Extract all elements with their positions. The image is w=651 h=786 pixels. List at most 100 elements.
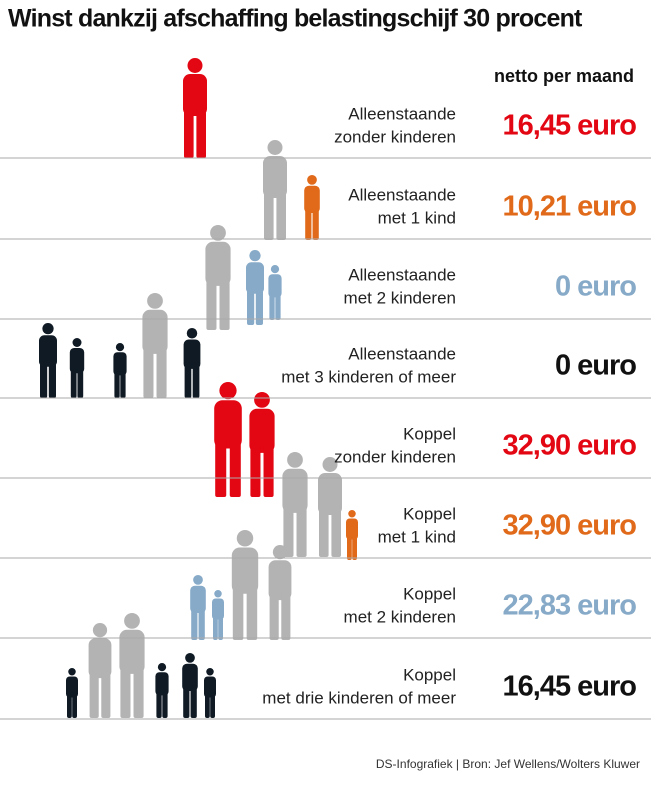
leg (114, 370, 120, 398)
row-label: met 2 kinderen (344, 288, 456, 307)
torso (39, 335, 57, 367)
head (187, 58, 203, 73)
leg (347, 535, 352, 560)
row-label: Koppel (403, 665, 456, 684)
leg (281, 592, 291, 640)
leg (143, 345, 154, 398)
row-label: met 2 kinderen (344, 607, 456, 626)
leg (120, 370, 126, 398)
head (270, 265, 280, 274)
row-label: Alleenstaande (348, 344, 456, 363)
person (142, 293, 168, 398)
person (268, 545, 292, 640)
amount: 22,83 euro (503, 590, 637, 622)
person (268, 265, 282, 320)
leg (184, 363, 192, 398)
leg (210, 693, 215, 718)
leg (184, 108, 194, 158)
torso (69, 348, 85, 374)
leg (48, 360, 56, 398)
leg (264, 190, 274, 240)
head (214, 590, 222, 598)
leg (67, 693, 72, 718)
head (267, 140, 283, 155)
torso (183, 74, 207, 116)
leg (250, 444, 261, 497)
person (212, 590, 224, 640)
torso (282, 468, 308, 513)
leg (215, 439, 227, 497)
amount: 16,45 euro (503, 671, 637, 703)
row-label: Alleenstaande (348, 265, 456, 284)
head (348, 510, 356, 518)
leg (72, 693, 77, 718)
head (92, 623, 108, 638)
leg (319, 507, 329, 557)
leg (120, 665, 131, 718)
leg (218, 615, 223, 640)
head (254, 392, 270, 408)
leg (101, 670, 111, 718)
head (236, 530, 254, 547)
leg (229, 439, 241, 497)
head (42, 323, 54, 335)
head (210, 225, 226, 241)
leg (190, 685, 197, 718)
leg (246, 585, 258, 640)
torso (88, 638, 112, 679)
person (318, 457, 342, 557)
leg (133, 665, 144, 718)
person (39, 323, 57, 398)
head (272, 545, 288, 560)
leg (205, 693, 210, 718)
row-label: zonder kinderen (334, 447, 456, 466)
leg (89, 670, 99, 718)
person (204, 668, 216, 718)
person (182, 653, 198, 718)
leg (263, 444, 274, 497)
leg (275, 292, 281, 320)
person (304, 175, 320, 240)
torso (231, 547, 259, 594)
rows: Alleenstaande zonder kinderen 16,45 euro Al… (0, 104, 651, 720)
person (205, 225, 231, 330)
torso (246, 262, 264, 294)
head (185, 653, 195, 663)
row-label: Alleenstaande (348, 185, 456, 204)
head (186, 328, 198, 339)
leg (352, 535, 357, 560)
leg (70, 368, 77, 398)
leg (219, 277, 230, 330)
amount: 32,90 euro (503, 430, 637, 462)
leg (305, 207, 312, 240)
leg (162, 690, 168, 718)
person (282, 452, 308, 557)
leg (196, 108, 206, 158)
head (219, 382, 237, 400)
title: Winst dankzij afschaffing belastingschij… (8, 5, 583, 33)
person (183, 328, 201, 398)
torso (263, 156, 287, 198)
torso (204, 676, 216, 698)
row-label: met 1 kind (378, 527, 456, 546)
torso (318, 473, 342, 515)
torso (190, 585, 206, 614)
row-label: met drie kinderen of meer (262, 688, 456, 707)
head (322, 457, 338, 472)
torso (142, 309, 168, 354)
row-label: met 1 kind (378, 208, 456, 227)
person (246, 250, 264, 325)
head (287, 452, 303, 468)
row-label: Koppel (403, 584, 456, 603)
person (214, 382, 242, 497)
leg (283, 504, 294, 557)
leg (269, 592, 279, 640)
row-label: zonder kinderen (334, 127, 456, 146)
leg (183, 685, 190, 718)
torso (214, 400, 242, 449)
silhouettes (39, 58, 358, 718)
leg (247, 287, 255, 325)
person (190, 575, 206, 640)
person (113, 343, 127, 398)
